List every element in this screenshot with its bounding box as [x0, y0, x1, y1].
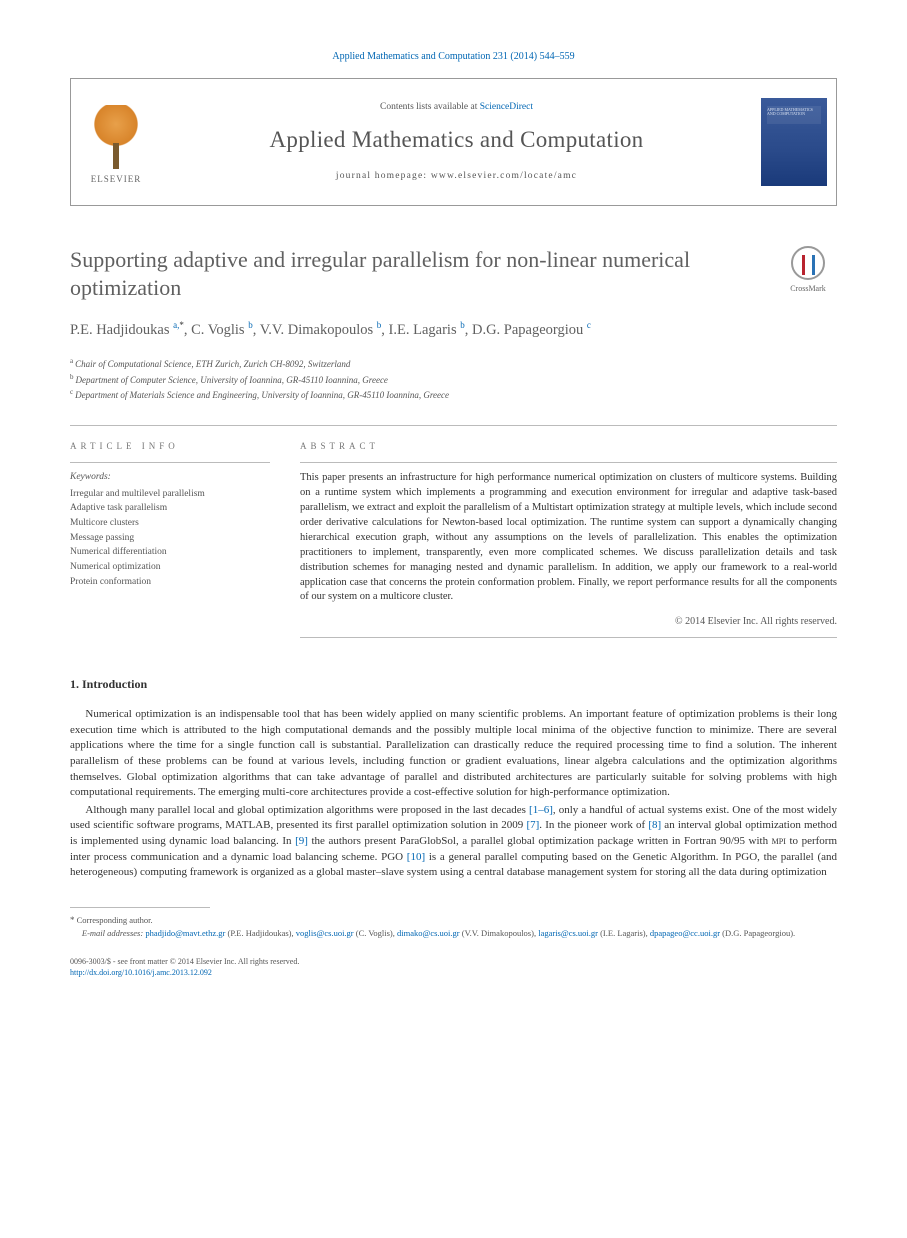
keyword-item: Numerical optimization	[70, 560, 270, 575]
cover-title-text: APPLIED MATHEMATICS AND COMPUTATION	[767, 108, 821, 117]
ref-1-6[interactable]: [1–6]	[529, 804, 553, 816]
contents-prefix: Contents lists available at	[380, 102, 480, 112]
journal-citation-link[interactable]: Applied Mathematics and Computation 231 …	[332, 51, 574, 62]
publisher-name: ELSEVIER	[91, 173, 142, 186]
keywords-label: Keywords:	[70, 471, 270, 484]
keyword-item: Irregular and multilevel parallelism	[70, 487, 270, 502]
homepage-prefix: journal homepage:	[336, 171, 431, 181]
affiliation-line: cDepartment of Materials Science and Eng…	[70, 387, 837, 403]
abstract-rule-top	[300, 462, 837, 463]
article-info-header: ARTICLE INFO	[70, 440, 270, 453]
elsevier-logo: ELSEVIER	[81, 98, 151, 186]
journal-header-center: Contents lists available at ScienceDirec…	[161, 79, 752, 205]
contents-lists-line: Contents lists available at ScienceDirec…	[380, 101, 533, 114]
ref-8[interactable]: [8]	[648, 819, 661, 831]
crossmark-badge[interactable]: CrossMark	[779, 246, 837, 294]
crossmark-icon	[791, 246, 825, 280]
keyword-item: Multicore clusters	[70, 516, 270, 531]
journal-homepage-line: journal homepage: www.elsevier.com/locat…	[336, 170, 577, 183]
affiliations: aChair of Computational Science, ETH Zur…	[70, 356, 837, 403]
email-link[interactable]: lagaris@cs.uoi.gr	[538, 928, 598, 938]
journal-citation: Applied Mathematics and Computation 231 …	[70, 50, 837, 64]
abstract-column: ABSTRACT This paper presents an infrastr…	[300, 440, 837, 647]
authors-line: P.E. Hadjidoukas a,*, C. Voglis b, V.V. …	[70, 319, 837, 340]
ref-10[interactable]: [10]	[407, 851, 425, 863]
keyword-item: Numerical differentiation	[70, 545, 270, 560]
corresponding-star: *	[70, 915, 75, 925]
keywords-list: Irregular and multilevel parallelismAdap…	[70, 487, 270, 590]
info-rule	[70, 462, 270, 463]
keyword-item: Message passing	[70, 531, 270, 546]
section-1-heading: 1. Introduction	[70, 676, 837, 693]
elsevier-tree-icon	[88, 105, 144, 169]
intro-paragraph-2: Although many parallel local and global …	[70, 803, 837, 881]
intro-paragraph-1: Numerical optimization is an indispensab…	[70, 707, 837, 801]
abstract-copyright: © 2014 Elsevier Inc. All rights reserved…	[300, 615, 837, 629]
journal-homepage-url[interactable]: www.elsevier.com/locate/amc	[431, 171, 577, 181]
doi-link[interactable]: http://dx.doi.org/10.1016/j.amc.2013.12.…	[70, 968, 212, 977]
abstract-text: This paper presents an infrastructure fo…	[300, 471, 837, 605]
journal-name: Applied Mathematics and Computation	[270, 124, 644, 156]
journal-cover-cell: APPLIED MATHEMATICS AND COMPUTATION	[752, 79, 836, 205]
affiliation-line: aChair of Computational Science, ETH Zur…	[70, 356, 837, 372]
front-matter-line: 0096-3003/$ - see front matter © 2014 El…	[70, 956, 837, 967]
rule-top	[70, 425, 837, 426]
footnotes: * Corresponding author. E-mail addresses…	[70, 914, 837, 940]
emails-line: E-mail addresses: phadjido@mavt.ethz.gr …	[70, 927, 837, 940]
ref-9[interactable]: [9]	[295, 835, 308, 847]
keyword-item: Protein conformation	[70, 575, 270, 590]
affiliation-line: bDepartment of Computer Science, Univers…	[70, 372, 837, 388]
footnote-rule	[70, 907, 210, 908]
bottom-matter: 0096-3003/$ - see front matter © 2014 El…	[70, 956, 837, 978]
ref-7[interactable]: [7]	[526, 819, 539, 831]
corresponding-author-line: * Corresponding author.	[70, 914, 837, 928]
corresponding-label: Corresponding author.	[77, 915, 153, 925]
journal-header: ELSEVIER Contents lists available at Sci…	[70, 78, 837, 206]
email-link[interactable]: phadjido@mavt.ethz.gr	[145, 928, 225, 938]
publisher-logo-cell: ELSEVIER	[71, 79, 161, 205]
journal-cover-thumbnail: APPLIED MATHEMATICS AND COMPUTATION	[761, 98, 827, 186]
article-title: Supporting adaptive and irregular parall…	[70, 246, 759, 301]
article-info-column: ARTICLE INFO Keywords: Irregular and mul…	[70, 440, 270, 647]
mpi-smallcaps: mpi	[772, 835, 786, 847]
email-link[interactable]: voglis@cs.uoi.gr	[296, 928, 354, 938]
email-link[interactable]: dpapageo@cc.uoi.gr	[650, 928, 720, 938]
abstract-header: ABSTRACT	[300, 440, 837, 453]
article-body: 1. Introduction Numerical optimization i…	[70, 676, 837, 881]
sciencedirect-link[interactable]: ScienceDirect	[480, 102, 533, 112]
abstract-rule-bottom	[300, 637, 837, 638]
email-link[interactable]: dimako@cs.uoi.gr	[397, 928, 460, 938]
keyword-item: Adaptive task parallelism	[70, 501, 270, 516]
crossmark-label: CrossMark	[790, 284, 826, 293]
